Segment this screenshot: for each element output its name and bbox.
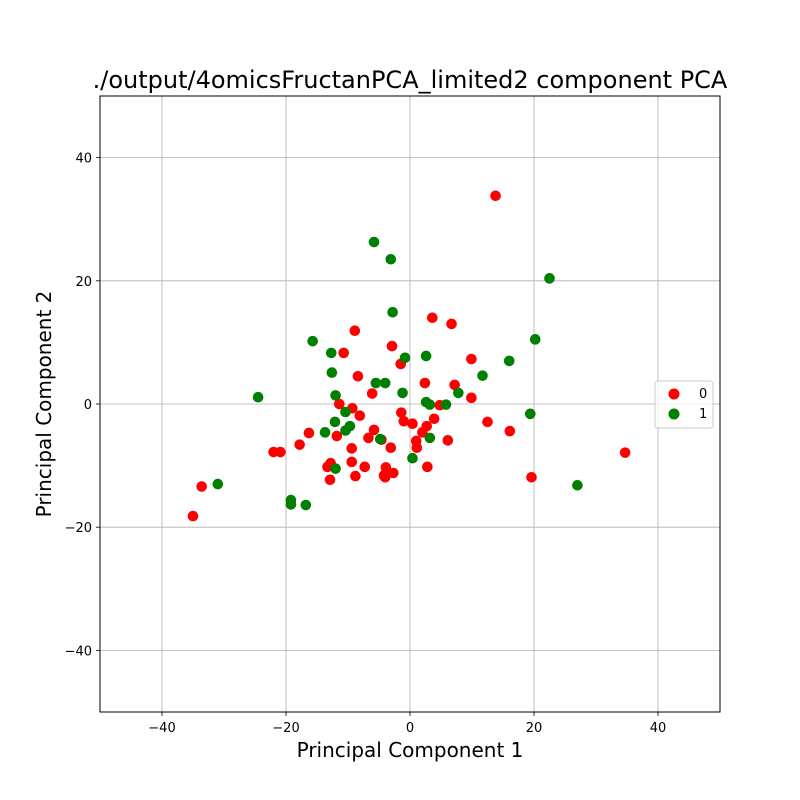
y-tick-label: 20 — [75, 275, 92, 290]
data-point-series-0 — [449, 379, 460, 391]
data-point-series-1 — [503, 355, 515, 367]
data-point-series-0 — [446, 318, 457, 330]
axis-ticks: −40 −20 0 20 40 −40 −20 0 20 40 — [65, 152, 667, 736]
data-point-series-0 — [324, 474, 336, 486]
data-point-series-0 — [490, 190, 501, 202]
data-point-series-0 — [482, 416, 493, 428]
data-point-series-0 — [398, 415, 410, 427]
data-point-series-0 — [407, 418, 418, 430]
data-point-series-0 — [466, 392, 477, 404]
data-point-series-0 — [442, 435, 454, 446]
data-point-series-1 — [529, 334, 541, 345]
data-point-series-0 — [349, 325, 361, 336]
data-point-series-1 — [212, 478, 224, 490]
data-point-series-0 — [275, 446, 286, 458]
data-point-series-0 — [196, 481, 207, 492]
data-point-series-0 — [322, 461, 333, 473]
legend-label-series-0: 0 — [699, 387, 707, 402]
data-point-series-1 — [374, 433, 386, 445]
data-point-series-1 — [399, 352, 411, 364]
data-point-series-1 — [420, 350, 432, 362]
data-point-series-1 — [368, 236, 380, 248]
data-point-series-0 — [359, 461, 371, 473]
data-point-series-0 — [428, 413, 440, 425]
data-point-series-1 — [319, 427, 331, 438]
data-point-series-0 — [334, 398, 345, 410]
data-point-series-1 — [340, 406, 351, 418]
data-point-series-0 — [350, 470, 361, 482]
x-tick-label: −20 — [272, 721, 299, 736]
data-point-series-1 — [524, 408, 536, 420]
data-point-series-1 — [379, 377, 391, 389]
data-point-series-0 — [619, 447, 631, 458]
data-point-series-1 — [397, 387, 408, 399]
data-point-series-0 — [379, 472, 391, 483]
data-point-series-1 — [544, 273, 555, 284]
y-tick-label: −40 — [65, 644, 92, 659]
data-point-series-1 — [285, 499, 297, 510]
data-point-series-0 — [368, 424, 380, 436]
data-point-series-1 — [252, 391, 264, 403]
legend-marker-series-0 — [668, 388, 680, 400]
data-point-series-0 — [303, 427, 315, 439]
legend-marker-series-1 — [668, 408, 680, 420]
data-points — [187, 190, 631, 522]
x-tick-label: −40 — [148, 721, 175, 736]
data-point-series-1 — [477, 370, 488, 381]
data-point-series-1 — [325, 347, 337, 359]
data-point-series-0 — [396, 407, 407, 418]
data-point-series-1 — [453, 387, 464, 399]
data-point-series-0 — [346, 443, 358, 454]
y-axis-label: Principal Component 2 — [32, 291, 56, 518]
data-point-series-1 — [572, 480, 583, 491]
data-point-series-0 — [466, 353, 477, 365]
x-tick-label: 0 — [406, 721, 414, 736]
data-point-series-1 — [407, 452, 418, 464]
data-point-series-0 — [366, 388, 378, 399]
data-point-series-0 — [526, 472, 537, 483]
grid-lines — [100, 96, 720, 712]
data-point-series-1 — [440, 399, 452, 410]
legend-label-series-1: 1 — [699, 407, 707, 422]
data-point-series-1 — [385, 253, 397, 265]
data-point-series-0 — [387, 467, 399, 479]
data-point-series-1 — [424, 432, 436, 444]
data-point-series-0 — [419, 377, 431, 389]
data-point-series-1 — [370, 377, 382, 389]
data-point-series-1 — [424, 399, 436, 410]
data-point-series-0 — [354, 410, 366, 422]
data-point-series-0 — [346, 456, 358, 468]
y-tick-label: 0 — [84, 398, 92, 413]
data-point-series-0 — [504, 425, 516, 437]
legend: 0 1 — [654, 380, 714, 429]
data-point-series-0 — [417, 427, 428, 438]
x-tick-label: 40 — [650, 721, 667, 736]
data-point-series-0 — [385, 442, 397, 454]
data-point-series-0 — [187, 510, 199, 522]
data-point-series-1 — [330, 463, 341, 474]
data-point-series-1 — [300, 499, 312, 511]
y-tick-label: 40 — [75, 152, 92, 167]
data-point-series-0 — [331, 430, 343, 442]
data-point-series-1 — [387, 306, 398, 318]
data-point-series-0 — [386, 340, 398, 352]
data-point-series-0 — [294, 439, 305, 450]
data-point-series-1 — [329, 416, 341, 428]
data-point-series-0 — [352, 370, 364, 382]
data-point-series-0 — [338, 347, 349, 359]
chart-title: ./output/4omicsFructanPCA_limited2 compo… — [93, 66, 728, 94]
x-tick-label: 20 — [526, 721, 543, 736]
data-point-series-0 — [422, 461, 433, 473]
y-tick-label: −20 — [65, 521, 92, 536]
data-point-series-0 — [427, 312, 438, 324]
data-point-series-0 — [363, 432, 374, 444]
data-point-series-1 — [326, 367, 338, 378]
data-point-series-1 — [307, 335, 318, 347]
data-point-series-1 — [340, 425, 351, 436]
x-axis-label: Principal Component 1 — [297, 738, 524, 762]
data-point-series-0 — [411, 442, 423, 454]
data-point-series-1 — [330, 390, 341, 401]
